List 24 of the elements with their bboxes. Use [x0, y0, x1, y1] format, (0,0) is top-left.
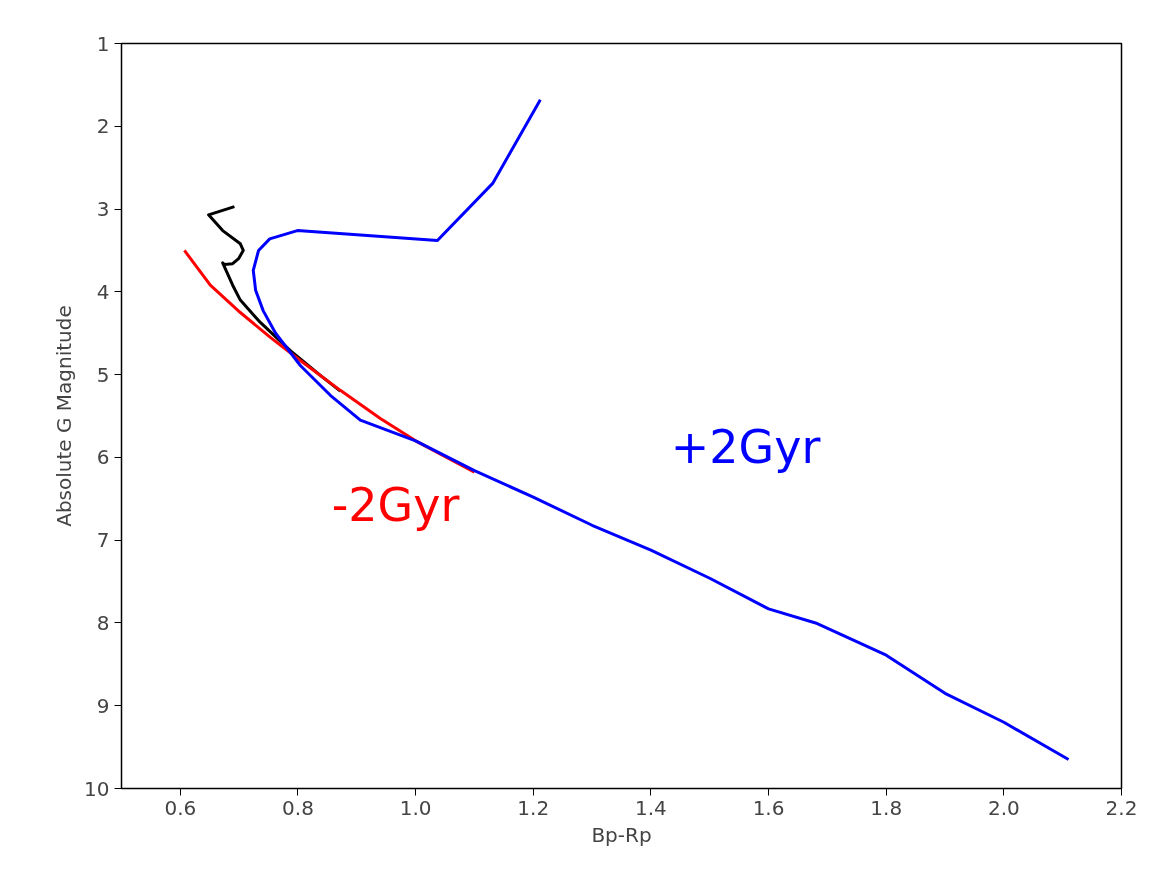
y-tick-label: 2: [96, 114, 110, 139]
x-axis-title: Bp-Rp: [591, 822, 652, 847]
line-series: [251, 98, 1071, 762]
y-axis-title: Absolute G Magnitude: [52, 305, 77, 527]
x-tick-label: 1.6: [752, 795, 785, 820]
series-label: -2Gyr: [331, 478, 460, 533]
x-tick-label: 1.2: [517, 795, 550, 820]
y-tick-label: 5: [96, 362, 110, 387]
x-tick-label: 1.0: [399, 795, 432, 820]
y-tick-label: 10: [84, 776, 110, 801]
x-tick-label: 0.6: [164, 795, 197, 820]
y-tick-label: 9: [96, 693, 110, 718]
x-tick-label: 2.0: [987, 795, 1020, 820]
x-tick-label: 2.2: [1105, 795, 1138, 820]
series-label: +2Gyr: [670, 420, 821, 475]
x-tick-label: 1.4: [635, 795, 667, 820]
x-tick-label: 1.8: [870, 795, 903, 820]
y-tick-label: 6: [96, 445, 110, 470]
y-tick-label: 3: [96, 197, 110, 222]
x-tick-label: 0.8: [282, 795, 314, 820]
y-tick-label: 1: [96, 31, 110, 56]
y-tick-label: 7: [96, 528, 110, 553]
y-tick-label: 8: [96, 610, 110, 635]
y-tick-label: 4: [96, 279, 110, 304]
